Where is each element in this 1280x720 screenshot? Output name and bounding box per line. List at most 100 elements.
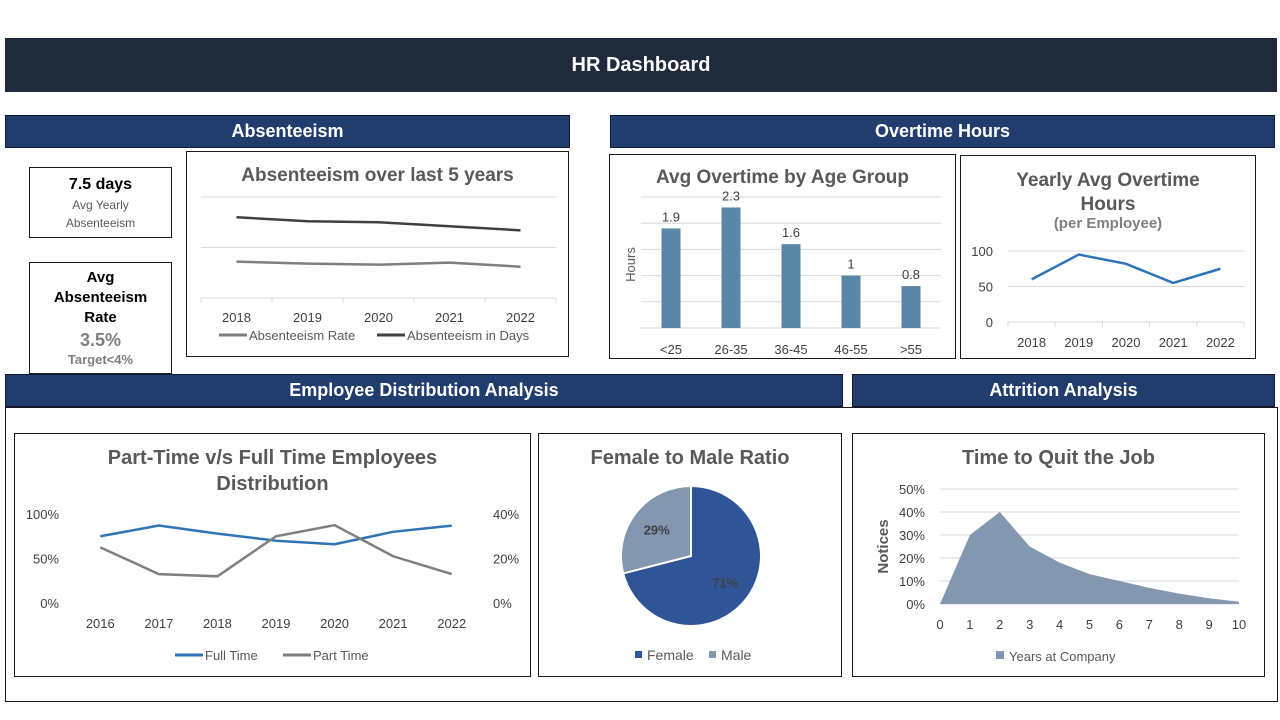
x-tick-label: 2018 xyxy=(222,310,251,325)
lower-panel-frame xyxy=(5,407,1278,702)
legend-label: Male xyxy=(721,647,752,663)
chart-yearly-overtime-subtitle: (per Employee) xyxy=(1053,215,1163,232)
pie-data-label: 71% xyxy=(712,576,738,591)
x-tick-label: 2020 xyxy=(320,616,349,631)
pie-slice-female xyxy=(621,484,762,627)
y-tick-label: 30% xyxy=(899,528,925,543)
y-left-tick-label: 100% xyxy=(26,507,60,522)
bar xyxy=(721,207,741,328)
bar-data-label: 1.6 xyxy=(782,225,800,240)
kpi-rate-value: 3.5% xyxy=(79,330,122,350)
x-tick-label: 2016 xyxy=(86,616,115,631)
x-tick-label: 2018 xyxy=(1017,335,1046,350)
chart-absenteeism-svg: 2018 2019 2020 2021 2022 Absenteeism Rate Abse… xyxy=(200,196,557,343)
chart-yearly-overtime: Yearly Avg Overtime Hours (per Employee)… xyxy=(960,155,1256,359)
legend-label: Absenteeism in Days xyxy=(407,328,530,343)
legend-label: Absenteeism Rate xyxy=(249,328,355,343)
x-tick-label: 2 xyxy=(996,617,1003,632)
x-tick-label: 10 xyxy=(1232,617,1246,632)
y-axis-label: Notices xyxy=(875,519,892,573)
legend-label: Full Time xyxy=(205,648,258,663)
kpi-days-value: 7.5 days xyxy=(68,176,133,193)
chart-gender-ratio: Female to Male Ratio 71% 29% Female Male xyxy=(538,433,842,677)
legend-label: Years at Company xyxy=(1009,649,1116,664)
chart-absenteeism-trend: Absenteeism over last 5 years 2018 2019 20… xyxy=(186,151,569,357)
x-tick-label: 2020 xyxy=(1112,335,1141,350)
chart-quit-svg: 0% 10% 20% 30% 40% 50% 0 1 2 3 4 5 6 7 8 9 10 Notices Year… xyxy=(875,482,1246,664)
bar-data-label: 1.9 xyxy=(662,209,680,224)
dashboard-title: HR Dashboard xyxy=(571,53,711,76)
x-tick-label: 3 xyxy=(1026,617,1033,632)
x-tick-label: 2021 xyxy=(379,616,408,631)
dashboard-header: HR Dashboard xyxy=(5,38,1277,92)
x-tick-label: 9 xyxy=(1205,617,1212,632)
x-tick-label: 4 xyxy=(1056,617,1063,632)
series-line-absenteeism-rate xyxy=(236,260,521,268)
y-right-tick-label: 0% xyxy=(493,596,512,611)
x-tick-label: 6 xyxy=(1116,617,1123,632)
x-tick-label: 7 xyxy=(1146,617,1153,632)
x-tick-label: 2019 xyxy=(262,616,291,631)
chart-overtime-by-age: Avg Overtime by Age Group 1.9 <25 2.3 26-35… xyxy=(609,154,956,359)
bar-data-label: 2.3 xyxy=(722,188,740,203)
chart-part-full-time: Part-Time v/s Full Time Employees Distri… xyxy=(14,433,531,677)
x-tick-label: 2019 xyxy=(1064,335,1093,350)
pie-slice-male xyxy=(620,484,692,575)
legend-label: Part Time xyxy=(313,648,369,663)
y-tick-label: 0 xyxy=(986,315,993,330)
x-tick-label: 2021 xyxy=(1159,335,1188,350)
legend-swatch xyxy=(996,651,1004,659)
x-tick-label: 5 xyxy=(1086,617,1093,632)
y-tick-label: 0% xyxy=(906,597,925,612)
x-tick-label: <25 xyxy=(660,342,682,357)
section-distribution: Employee Distribution Analysis xyxy=(5,374,843,407)
y-left-tick-label: 0% xyxy=(40,596,59,611)
x-tick-label: 2019 xyxy=(293,310,322,325)
bar-data-label: 0.8 xyxy=(902,267,920,282)
y-tick-label: 40% xyxy=(899,505,925,520)
bar xyxy=(661,228,681,328)
x-tick-label: 2021 xyxy=(435,310,464,325)
area-series xyxy=(940,512,1239,604)
section-distribution-label: Employee Distribution Analysis xyxy=(289,380,559,400)
y-tick-label: 50 xyxy=(979,280,993,295)
chart-yearly-overtime-svg: 0 50 100 2018 2019 2020 2021 2022 xyxy=(971,244,1245,350)
x-tick-label: 26-35 xyxy=(714,342,747,357)
y-axis-label: Hours xyxy=(623,247,638,282)
kpi-days-label: Avg Yearly Absenteeism xyxy=(65,198,136,230)
series-line xyxy=(1031,253,1221,285)
y-tick-label: 20% xyxy=(899,551,925,566)
pie-data-label: 29% xyxy=(644,522,670,537)
section-absenteeism: Absenteeism xyxy=(5,115,570,148)
section-overtime: Overtime Hours xyxy=(610,115,1275,148)
y-tick-label: 100 xyxy=(971,244,993,259)
chart-part-full-svg: 0% 50% 100% 0% 20% 40% 2016 2017 2018 2019 2020 202… xyxy=(26,507,520,663)
kpi-rate-target: Target<4% xyxy=(67,352,134,367)
chart-gender-title: Female to Male Ratio xyxy=(590,447,790,469)
x-tick-label: 2022 xyxy=(437,616,466,631)
series-line-full-time xyxy=(100,524,452,546)
x-tick-label: >55 xyxy=(900,342,922,357)
chart-part-full-title: Part-Time v/s Full Time Employees Distri… xyxy=(107,447,438,495)
bar xyxy=(781,244,801,328)
x-tick-label: 2017 xyxy=(144,616,173,631)
x-tick-label: 2022 xyxy=(1206,335,1235,350)
x-tick-label: 36-45 xyxy=(774,342,807,357)
chart-gender-svg: 71% 29% Female Male xyxy=(620,484,762,663)
section-absenteeism-label: Absenteeism xyxy=(231,121,344,141)
chart-yearly-overtime-title: Yearly Avg Overtime Hours xyxy=(1016,170,1200,215)
x-tick-label: 1 xyxy=(966,617,973,632)
y-left-tick-label: 50% xyxy=(33,552,59,567)
bar xyxy=(841,275,861,328)
x-tick-label: 8 xyxy=(1176,617,1183,632)
legend-label: Female xyxy=(647,647,694,663)
section-attrition: Attrition Analysis xyxy=(852,374,1275,407)
legend-swatch xyxy=(635,651,642,658)
kpi-avg-yearly-absenteeism: 7.5 days Avg Yearly Absenteeism xyxy=(29,167,172,238)
x-tick-label: 0 xyxy=(936,617,943,632)
kpi-avg-absenteeism-rate: Avg Absenteeism Rate 3.5% Target<4% xyxy=(29,262,172,374)
series-line-part-time xyxy=(99,523,453,578)
legend-swatch xyxy=(709,651,716,658)
chart-overtime-age-title: Avg Overtime by Age Group xyxy=(655,167,910,188)
chart-time-to-quit: Time to Quit the Job 0% 10% 20% 30% 40% 50% 0 1… xyxy=(852,433,1265,677)
